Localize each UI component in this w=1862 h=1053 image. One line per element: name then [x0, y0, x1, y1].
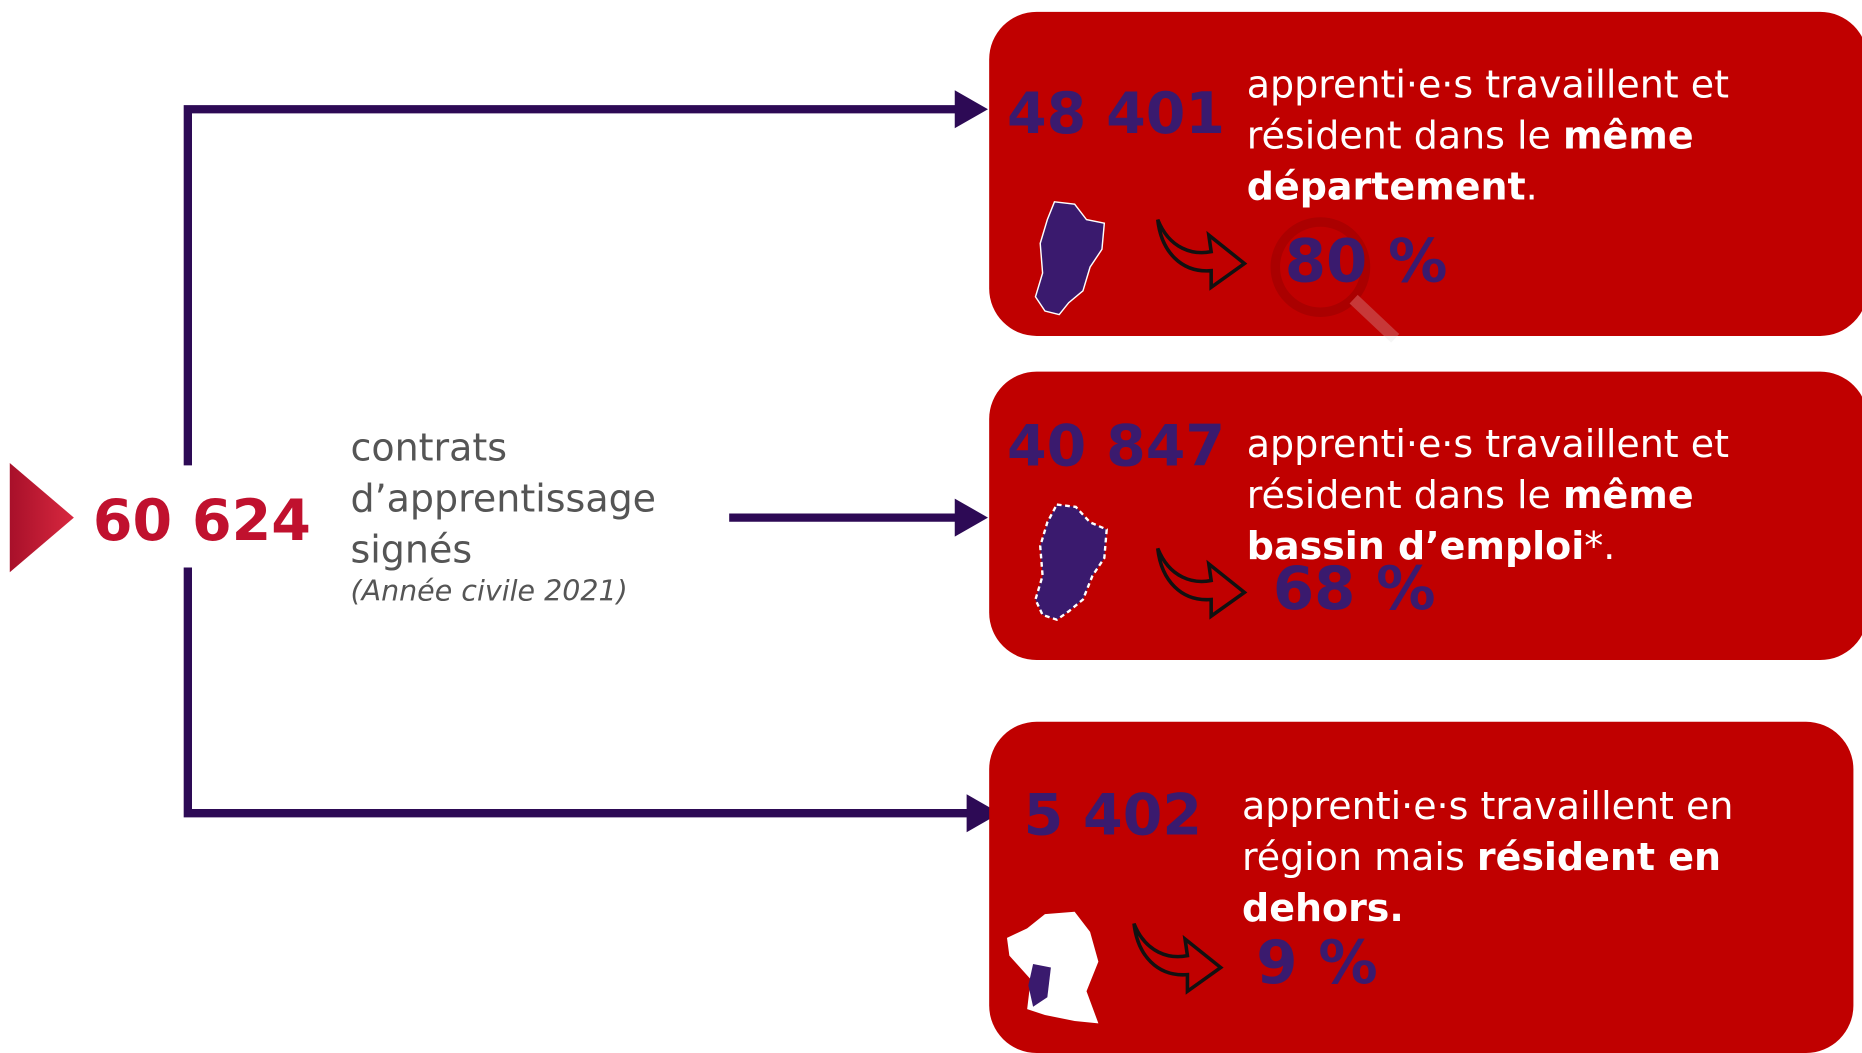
connector-bottom: [183, 567, 969, 818]
box-number: 5 402: [1024, 783, 1202, 849]
arrowhead: [954, 90, 988, 129]
text-run: apprenti·e·s travaillent en: [1242, 784, 1733, 828]
map-basin: [1034, 503, 1108, 622]
arrowhead: [954, 498, 988, 537]
text-run: apprenti·e·s travaillent et: [1247, 62, 1729, 106]
box-text-line: résident dans le même: [1247, 113, 1694, 157]
arrowheads: [954, 90, 1000, 833]
text-run: dehors.: [1242, 886, 1404, 930]
box-text-line: département.: [1247, 164, 1538, 208]
connector-top: [183, 105, 958, 466]
arrowhead: [966, 794, 1000, 833]
box: [989, 721, 1854, 1053]
magnifier: [1270, 217, 1400, 343]
label-line: signés: [350, 528, 472, 572]
text-run: *.: [1584, 524, 1615, 568]
text-run: même: [1563, 473, 1694, 517]
box-text-line: région mais résident en: [1242, 835, 1721, 879]
text-run: bassin d’emploi: [1247, 524, 1584, 568]
map-department: [1034, 201, 1106, 316]
text-run: .: [1526, 164, 1538, 208]
map-region: [1028, 963, 1051, 1007]
box: [989, 371, 1862, 661]
pointer-triangle: [9, 462, 74, 573]
box-number: 40 847: [1007, 413, 1225, 479]
box: [989, 11, 1862, 336]
box-number: 48 401: [1007, 81, 1225, 147]
total: 60 624: [93, 488, 311, 554]
period: (Année civile 2021): [350, 575, 627, 608]
box-percent: 80 %: [1285, 226, 1448, 295]
text-run: résident dans le: [1247, 113, 1563, 157]
box-text-line: apprenti·e·s travaillent en: [1242, 784, 1733, 828]
label-line: contrats: [350, 426, 507, 470]
box-text-line: apprenti·e·s travaillent et: [1247, 422, 1729, 466]
icons: [1006, 201, 1400, 1024]
text-run: résident en: [1477, 835, 1721, 879]
curved-arrows: [1132, 218, 1248, 995]
box-text-line: dehors.: [1242, 886, 1404, 930]
box-percent: 68 %: [1273, 554, 1436, 623]
connectors: [183, 105, 969, 818]
box-backgrounds: [989, 11, 1862, 1053]
text-run: même: [1563, 113, 1694, 157]
text-run: département: [1247, 164, 1526, 208]
box-percent: 9 %: [1256, 928, 1377, 997]
map-france: [1006, 911, 1099, 1024]
text-run: résident dans le: [1247, 473, 1563, 517]
label-line: d’apprentissage: [350, 477, 656, 521]
box-text-line: apprenti·e·s travaillent et: [1247, 62, 1729, 106]
text-run: région mais: [1242, 835, 1477, 879]
text-run: apprenti·e·s travaillent et: [1247, 422, 1729, 466]
box-text-line: résident dans le même: [1247, 473, 1694, 517]
box-text-line: bassin d’emploi*.: [1247, 524, 1616, 568]
